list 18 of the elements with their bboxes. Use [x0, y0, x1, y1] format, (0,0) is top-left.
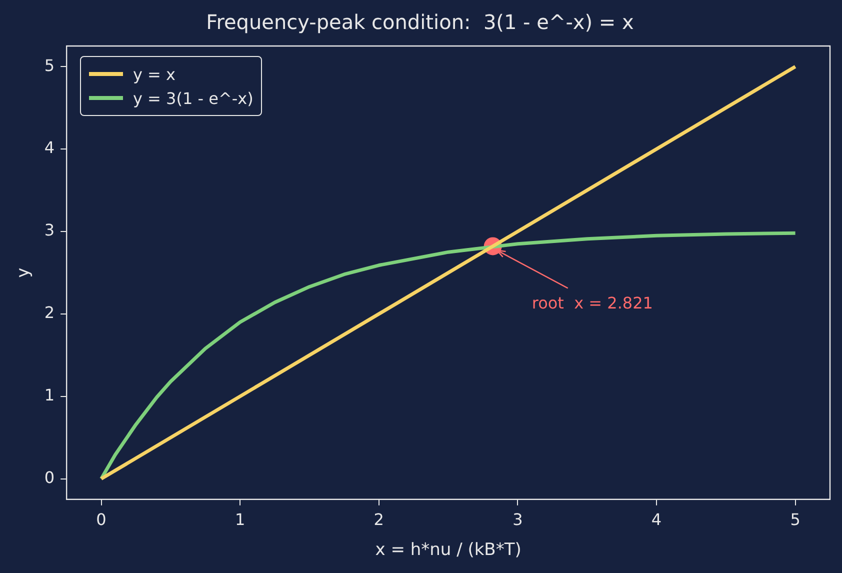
x-tick-label: 2	[374, 510, 384, 530]
y-tick-label: 3	[44, 220, 55, 240]
y-tick-label: 5	[44, 56, 55, 75]
legend-label: y = 3(1 - e^-x)	[133, 88, 254, 108]
x-tick-label: 5	[790, 510, 800, 530]
chart-title: Frequency-peak condition: 3(1 - e^-x) = x	[206, 10, 634, 34]
x-tick-label: 4	[651, 510, 662, 530]
x-tick-label: 1	[234, 510, 246, 530]
x-tick-label: 0	[96, 510, 106, 530]
legend-label: y = x	[133, 64, 176, 84]
y-tick-label: 0	[44, 468, 55, 487]
annotation: root x = 2.821	[532, 293, 653, 312]
y-axis-title: y	[14, 268, 34, 278]
y-tick-label: 1	[44, 386, 55, 405]
x-tick-label: 3	[512, 510, 523, 530]
x-axis-title: x = h*nu / (kB*T)	[375, 540, 522, 560]
y-tick-label: 2	[44, 303, 55, 322]
y-tick-label: 4	[44, 138, 55, 158]
